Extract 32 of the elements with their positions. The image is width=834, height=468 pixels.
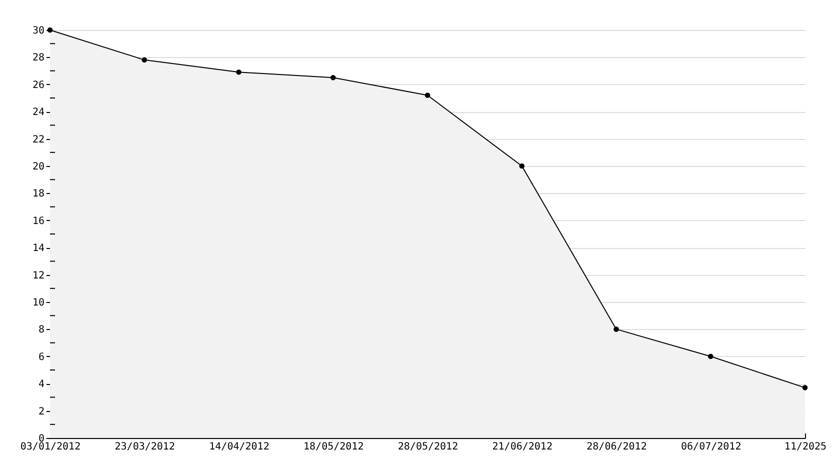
- point: [142, 57, 148, 63]
- y-tick-label: 4: [38, 379, 44, 390]
- x-tick-label: 18/05/2012: [304, 442, 364, 452]
- x-tick-label: 06/07/2012: [681, 442, 742, 452]
- y-tick-label: 6: [38, 352, 44, 363]
- y-tick-label: 16: [32, 216, 44, 227]
- x-tick-label: 11/2025: [784, 442, 827, 452]
- y-tick-label: 12: [32, 270, 44, 282]
- y-tick-label: 22: [32, 134, 44, 146]
- y-tick-label: 18: [32, 188, 44, 200]
- x-tick-label: 23/03/2012: [114, 442, 175, 452]
- point: [802, 385, 808, 390]
- x-tick-label: 03/01/2012: [20, 442, 81, 452]
- point: [519, 163, 525, 169]
- y-tick-label: 2: [38, 406, 44, 418]
- x-tick-label: 28/06/2012: [586, 442, 647, 452]
- y-tick-label: 30: [32, 26, 44, 36]
- point: [236, 70, 242, 75]
- point: [708, 354, 714, 360]
- x-tick-label: 14/04/2012: [209, 442, 270, 452]
- y-tick-label: 24: [32, 107, 44, 118]
- y-tick-label: 8: [38, 324, 44, 336]
- y-tick-label: 28: [32, 52, 44, 64]
- y-tick-label: 26: [32, 80, 44, 91]
- y-tick-label: 20: [32, 162, 44, 172]
- point: [614, 326, 619, 332]
- x-tick-label: 28/05/2012: [398, 442, 458, 452]
- point: [330, 74, 336, 80]
- y-tick-label: 10: [32, 298, 44, 308]
- x-tick-label: 21/06/2012: [492, 442, 552, 452]
- point: [424, 92, 430, 98]
- y-tick-label: 14: [32, 243, 44, 254]
